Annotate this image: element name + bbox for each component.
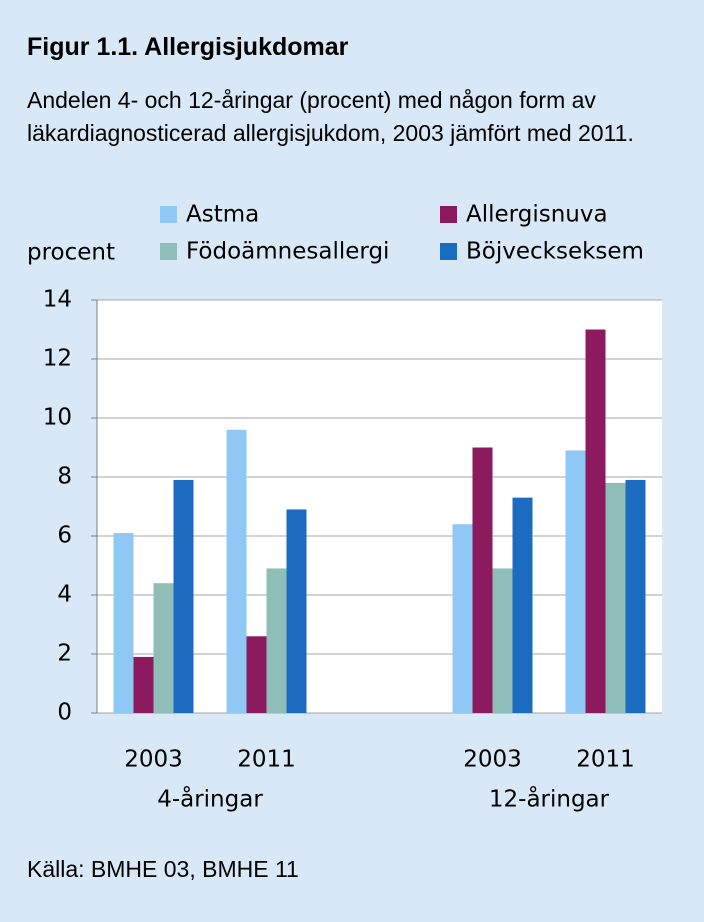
legend-swatch — [440, 243, 457, 260]
bar — [246, 636, 267, 713]
y-tick-label: 0 — [57, 700, 72, 726]
bar — [585, 329, 606, 713]
y-tick-label: 4 — [57, 582, 72, 608]
y-tick-label: 12 — [43, 346, 72, 372]
bar — [492, 568, 513, 713]
chart-title: Figur 1.1. Allergisjukdomar — [27, 33, 349, 61]
chart-subtitle: Andelen 4- och 12-åringar (procent) med … — [27, 87, 634, 146]
y-tick-label: 10 — [43, 405, 72, 431]
bar — [173, 479, 194, 713]
bar — [452, 524, 473, 713]
x-tick-label: 2011 — [237, 747, 296, 773]
bar — [153, 583, 174, 713]
bar — [605, 482, 626, 713]
x-tick-label: 2011 — [576, 747, 635, 773]
legend-label: Böjveckseksem — [466, 239, 644, 265]
bar — [512, 497, 533, 713]
legend-swatch — [160, 243, 177, 260]
x-tick-label: 2003 — [124, 747, 183, 773]
y-tick-label: 2 — [57, 641, 72, 667]
y-tick-label: 8 — [57, 464, 72, 490]
bar — [565, 450, 586, 713]
y-tick-label: 6 — [57, 523, 72, 549]
legend-swatch — [160, 206, 177, 223]
bar — [226, 429, 247, 713]
x-tick-label: 2003 — [463, 747, 522, 773]
bar — [472, 447, 493, 713]
legend-label: Födoämnesallergi — [186, 239, 389, 265]
y-axis-label: procent — [27, 240, 115, 266]
legend-swatch — [440, 206, 457, 223]
bar — [625, 479, 646, 713]
legend-label: Astma — [186, 202, 259, 228]
group-label: 4-åringar — [157, 785, 263, 813]
y-tick-label: 14 — [43, 287, 72, 313]
legend-label: Allergisnuva — [466, 202, 608, 228]
bar — [266, 568, 287, 713]
source-note: Källa: BMHE 03, BMHE 11 — [27, 856, 299, 882]
bar — [133, 656, 154, 713]
group-label: 12-åringar — [489, 785, 610, 813]
bar — [113, 533, 134, 713]
bar — [286, 509, 307, 713]
